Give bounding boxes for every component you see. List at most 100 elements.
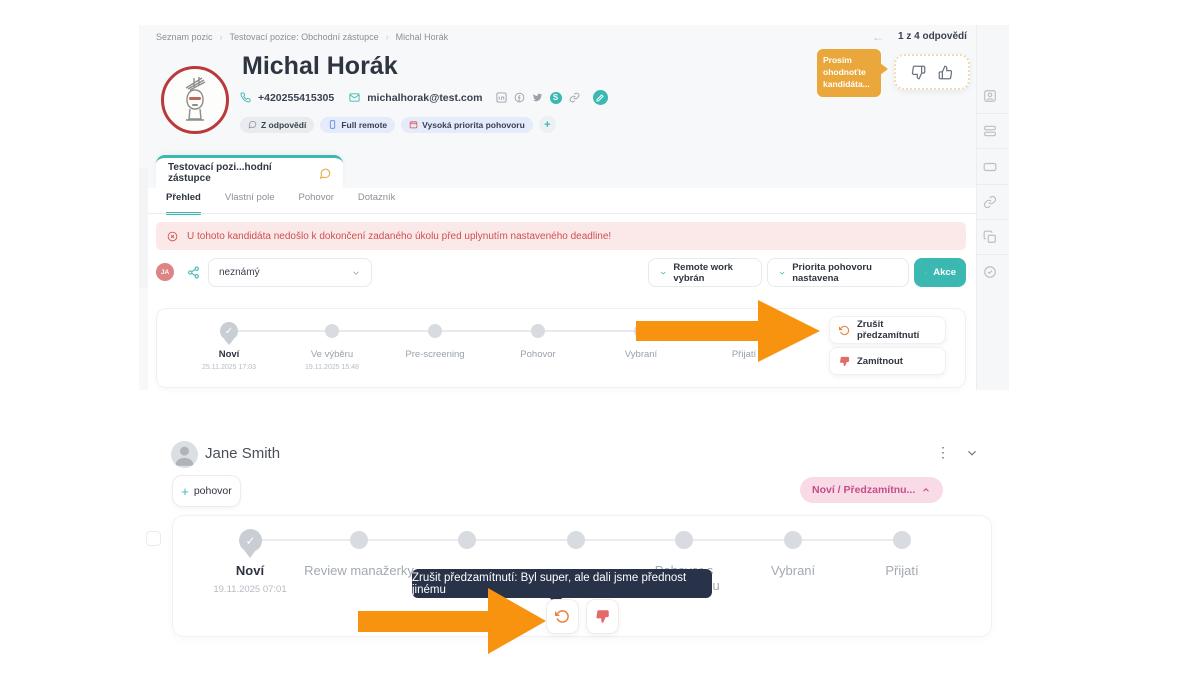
alert-message: U tohoto kandidáta nedošlo k dokončení z… bbox=[187, 230, 612, 242]
candidate-card-icon[interactable] bbox=[983, 89, 997, 108]
owner-select[interactable]: neznámý bbox=[208, 258, 372, 287]
deadline-alert: U tohoto kandidáta nedošlo k dokončení z… bbox=[156, 222, 966, 250]
previous-candidate-icon[interactable]: ← bbox=[872, 30, 884, 44]
tag-source[interactable]: Z odpovědí bbox=[240, 116, 315, 133]
thumbs-down-icon bbox=[596, 610, 609, 623]
stage-novi[interactable]: Noví 19.11.2025 07:01 bbox=[185, 563, 315, 595]
annotation-arrow-head bbox=[758, 300, 820, 362]
add-interview-button[interactable]: + pohovor bbox=[172, 475, 241, 507]
facebook-icon[interactable] bbox=[514, 92, 525, 103]
breadcrumb-item-positions[interactable]: Seznam pozic bbox=[156, 32, 213, 42]
stage-dot-active[interactable]: ✓ bbox=[220, 322, 238, 340]
tag-remote[interactable]: Full remote bbox=[320, 116, 396, 133]
chevron-down-icon bbox=[660, 271, 666, 275]
chevron-down-icon[interactable] bbox=[965, 446, 979, 460]
rating-box bbox=[894, 54, 970, 90]
position-tab[interactable]: Testovací pozi...hodní zástupce bbox=[156, 155, 343, 188]
stage-dot[interactable] bbox=[325, 324, 339, 338]
tab-prehled[interactable]: Přehled bbox=[166, 192, 201, 215]
stage-prijati[interactable]: Přijatí bbox=[837, 563, 967, 578]
skype-icon[interactable]: S bbox=[549, 91, 562, 104]
breadcrumb-separator: › bbox=[219, 32, 223, 42]
stage-prijati[interactable]: Přijatí bbox=[694, 349, 794, 360]
stage-dot-active[interactable]: ✓ bbox=[239, 529, 262, 552]
tab-dotaznik[interactable]: Dotazník bbox=[357, 192, 396, 203]
kebab-menu-icon[interactable]: ⋮ bbox=[936, 444, 950, 460]
candidate-phone[interactable]: +420255415305 bbox=[258, 91, 335, 104]
cancel-prereject-button[interactable] bbox=[546, 599, 579, 634]
calendar-icon bbox=[409, 121, 418, 129]
add-interview-label: pohovor bbox=[193, 485, 232, 497]
tab-pohovor[interactable]: Pohovor bbox=[298, 192, 334, 203]
status-badge[interactable]: Noví / Předzamítnu... bbox=[800, 477, 944, 503]
reject-button[interactable] bbox=[586, 599, 619, 634]
action-button[interactable]: Akce bbox=[914, 258, 966, 287]
share-icon[interactable] bbox=[187, 266, 200, 279]
thumbs-down-icon bbox=[840, 356, 850, 366]
stage-novi[interactable]: Noví 25.11.2025 17:03 bbox=[179, 349, 279, 371]
remote-work-dropdown[interactable]: Remote work vybrán bbox=[648, 258, 762, 287]
chat-bubble-icon[interactable] bbox=[319, 167, 331, 180]
rating-hint-tooltip: Prosím ohodnoťte kandidáta... bbox=[817, 49, 881, 97]
tasks-panel-icon[interactable] bbox=[983, 265, 997, 284]
stage-dot[interactable] bbox=[350, 531, 368, 549]
thumbs-up-icon[interactable] bbox=[938, 65, 953, 80]
smartphone-icon bbox=[330, 120, 336, 129]
plus-icon: + bbox=[181, 483, 189, 499]
undo-icon bbox=[839, 325, 850, 335]
response-counter: 1 z 4 odpovědí bbox=[898, 31, 967, 42]
edit-contact-button[interactable] bbox=[592, 90, 608, 105]
undo-icon bbox=[555, 610, 569, 623]
stage-review[interactable]: Review manažerky bbox=[294, 563, 424, 578]
thumbs-down-icon[interactable] bbox=[911, 65, 926, 80]
stage-ve-vyberu[interactable]: Ve výběru 19.11.2025 15:48 bbox=[282, 349, 382, 371]
menu-item-reject[interactable]: Zamítnout bbox=[829, 347, 946, 375]
candidate-avatar bbox=[161, 66, 229, 134]
stage-vybrani[interactable]: Vybraní bbox=[591, 349, 691, 360]
candidate-tags: Z odpovědí Full remote Vysoká priorita p… bbox=[240, 116, 556, 133]
stage-dot[interactable] bbox=[428, 324, 442, 338]
link-icon[interactable] bbox=[569, 92, 580, 103]
cropped-ui-sliver bbox=[139, 168, 148, 288]
chevron-down-icon bbox=[779, 271, 785, 275]
chevron-down-icon bbox=[924, 271, 927, 274]
add-tag-button[interactable]: + bbox=[538, 116, 556, 133]
sidebar-divider bbox=[977, 113, 1009, 114]
linkedin-icon[interactable] bbox=[495, 92, 507, 103]
link-panel-icon[interactable] bbox=[983, 195, 997, 214]
tab-vlastni-pole[interactable]: Vlastní pole bbox=[224, 192, 275, 203]
pipeline-stack-icon[interactable] bbox=[983, 124, 997, 143]
sidebar-divider bbox=[977, 148, 1009, 149]
stage-pre-screening[interactable]: Pre-screening bbox=[385, 349, 485, 360]
stage-label: Pohovor bbox=[520, 349, 556, 360]
card-panel-icon[interactable] bbox=[983, 160, 997, 179]
copy-panel-icon[interactable] bbox=[983, 230, 997, 249]
stage-dot[interactable] bbox=[893, 531, 911, 549]
breadcrumb-item-candidate: Michal Horák bbox=[395, 32, 449, 42]
stage-dot[interactable] bbox=[567, 531, 585, 549]
stage-label: Ve výběru bbox=[310, 349, 354, 360]
status-badge-label: Noví / Předzamítnu... bbox=[812, 484, 916, 496]
interview-priority-dropdown[interactable]: Priorita pohovoru nastavena bbox=[767, 258, 909, 287]
stage-pohovor[interactable]: Pohovor bbox=[488, 349, 588, 360]
candidate-email[interactable]: michalhorak@test.com bbox=[367, 91, 483, 104]
sidebar-divider bbox=[977, 254, 1009, 255]
sidebar-divider bbox=[977, 184, 1009, 185]
annotation-arrow bbox=[358, 611, 488, 632]
candidate-contact-row: +420255415305 michalhorak@test.com S bbox=[240, 90, 608, 105]
position-tab-title: Testovací pozi...hodní zástupce bbox=[168, 162, 272, 184]
stage-date: 19.11.2025 07:01 bbox=[213, 584, 287, 595]
twitter-icon[interactable] bbox=[532, 92, 543, 103]
stage-dot[interactable] bbox=[458, 531, 476, 549]
stage-vybrani[interactable]: Vybraní bbox=[728, 563, 858, 578]
pipeline-track bbox=[229, 330, 744, 332]
stage-dot[interactable] bbox=[784, 531, 802, 549]
menu-item-cancel-prereject[interactable]: Zrušit předzamítnutí bbox=[829, 316, 946, 344]
tag-priority[interactable]: Vysoká priorita pohovoru bbox=[401, 116, 533, 133]
stage-dot[interactable] bbox=[531, 324, 545, 338]
cropped-checkbox bbox=[146, 531, 161, 546]
recruiter-avatar[interactable]: JA bbox=[156, 263, 174, 281]
stage-label: Vybraní bbox=[770, 563, 816, 578]
stage-dot[interactable] bbox=[675, 531, 693, 549]
breadcrumb-item-position[interactable]: Testovací pozice: Obchodní zástupce bbox=[229, 32, 379, 42]
